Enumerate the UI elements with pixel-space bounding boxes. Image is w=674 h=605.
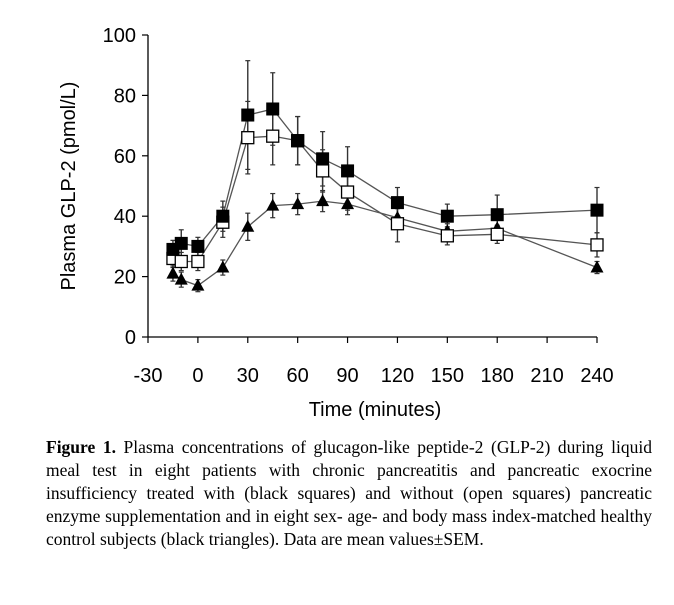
series-line [172,200,598,287]
data-point-open-square [590,238,604,252]
data-point-filled-triangle [191,278,205,291]
data-point-filled-square [174,236,188,250]
data-point-filled-triangle [341,197,355,210]
x-tick-label: 240 [580,365,613,387]
data-point-open-square [490,227,504,241]
axes: 0 20 40 60 80 100 -30 0 30 60 90 120 150 180 210 240 [103,25,614,387]
data-point-open-square [241,131,255,145]
series-layer [166,60,604,293]
data-point-filled-square [291,134,305,148]
x-axis-title: Time (minutes) [309,399,442,421]
x-tick-label: 120 [381,365,414,387]
data-point-filled-triangle [241,219,255,232]
data-point-filled-square [390,196,404,210]
data-point-filled-square [590,203,604,217]
data-point-filled-triangle [174,272,188,285]
x-ticks: -30 0 30 60 90 120 150 180 210 240 [134,337,614,387]
x-tick-label: -30 [134,365,163,387]
figure-caption-label: Figure 1. [46,437,116,457]
data-point-open-square [174,254,188,269]
data-point-filled-triangle [216,260,230,273]
series-line [172,108,598,250]
y-tick-label: 100 [103,25,136,47]
data-point-filled-square [316,152,330,166]
data-point-filled-triangle [316,194,330,207]
data-point-open-square [440,229,454,243]
series-markers [166,194,604,291]
data-point-filled-square [440,209,454,223]
data-point-filled-square [216,209,230,223]
x-tick-label: 60 [287,365,309,387]
data-point-filled-square [490,208,504,222]
x-tick-label: 0 [192,365,203,387]
glp2-chart: 0 20 40 60 80 100 -30 0 30 60 90 120 150 180 210 240 P… [58,25,614,421]
error-bars [170,60,600,260]
data-point-filled-square [266,102,280,116]
data-point-filled-square [241,108,255,122]
series-markers [166,129,604,269]
x-tick-label: 90 [336,365,358,387]
y-tick-label: 20 [114,267,136,289]
error-bars [170,100,600,272]
x-tick-label: 180 [481,365,514,387]
x-tick-label: 150 [431,365,464,387]
series-markers [166,102,604,256]
error-bars [170,189,600,293]
data-point-open-square [266,129,280,143]
y-tick-label: 60 [114,146,136,168]
data-point-filled-triangle [590,260,604,273]
data-point-open-square [340,185,355,199]
x-tick-label: 210 [530,365,563,387]
y-tick-label: 40 [114,206,136,228]
data-point-filled-triangle [266,198,280,211]
x-tick-label: 30 [237,365,259,387]
y-tick-label: 80 [114,85,136,107]
figure-caption-text: Plasma concentrations of glucagon-like p… [46,437,652,549]
data-point-filled-triangle [166,266,180,279]
y-tick-label: 0 [125,327,136,349]
data-point-open-square [191,254,205,269]
data-point-filled-square [191,239,205,253]
data-point-open-square [315,164,330,178]
y-axis-title: Plasma GLP-2 (pmol/L) [58,82,80,291]
data-point-filled-square [341,164,355,178]
data-point-open-square [390,217,405,231]
y-ticks: 0 20 40 60 80 100 [103,25,148,349]
data-point-filled-triangle [291,197,305,210]
figure-caption: Figure 1. Plasma concentrations of gluca… [46,436,652,551]
